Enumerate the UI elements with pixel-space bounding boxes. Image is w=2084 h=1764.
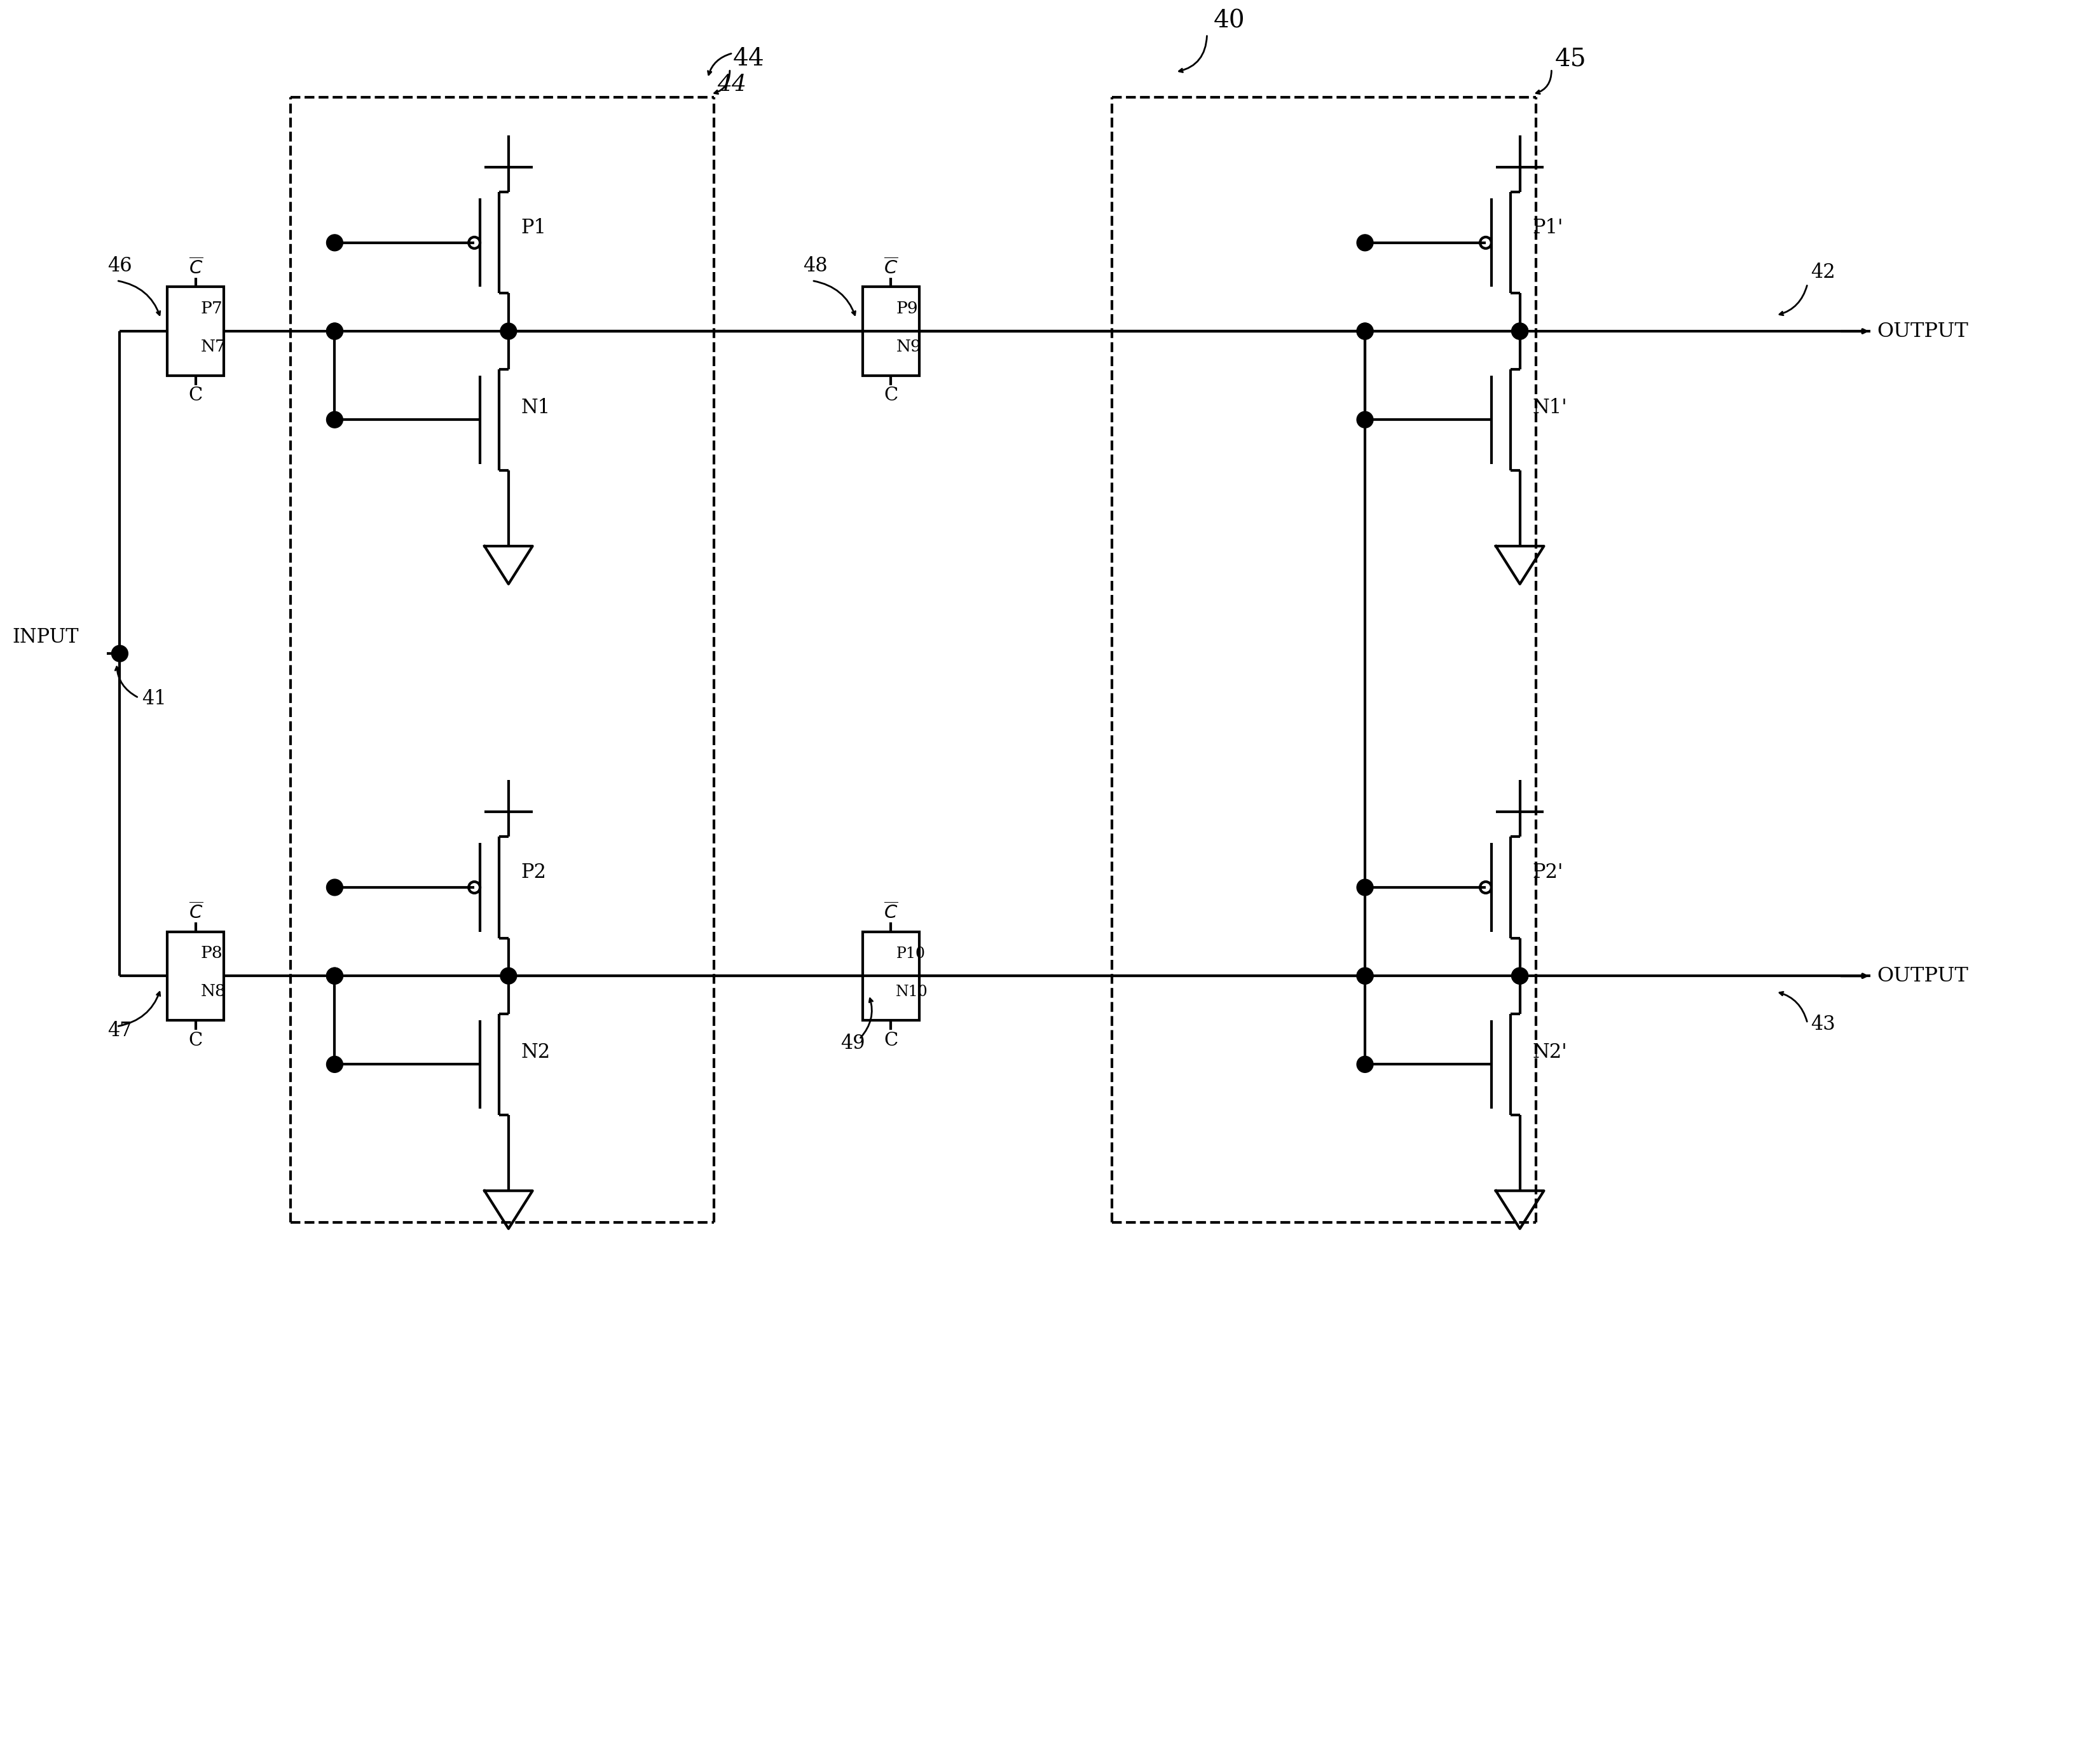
Text: C: C xyxy=(884,1032,898,1050)
Text: 44: 44 xyxy=(717,74,746,95)
Text: 48: 48 xyxy=(802,256,827,275)
Bar xyxy=(863,288,919,376)
Text: 45: 45 xyxy=(1555,48,1586,71)
Text: P2: P2 xyxy=(521,863,546,882)
Text: $\overline{C}$: $\overline{C}$ xyxy=(188,903,202,923)
Circle shape xyxy=(500,968,517,984)
Circle shape xyxy=(1357,411,1373,429)
Circle shape xyxy=(327,323,344,339)
Text: P7: P7 xyxy=(200,302,223,318)
Text: C: C xyxy=(884,386,898,404)
Text: 49: 49 xyxy=(840,1034,865,1053)
Text: N7: N7 xyxy=(200,339,225,355)
Circle shape xyxy=(1511,968,1528,984)
Text: P9: P9 xyxy=(896,302,917,318)
Circle shape xyxy=(113,646,127,662)
Text: N8: N8 xyxy=(200,983,225,998)
Circle shape xyxy=(1511,323,1528,339)
Circle shape xyxy=(327,1057,344,1073)
Circle shape xyxy=(327,411,344,429)
Text: $\overline{C}$: $\overline{C}$ xyxy=(884,903,898,923)
Circle shape xyxy=(327,323,344,339)
Circle shape xyxy=(1357,323,1373,339)
Text: 40: 40 xyxy=(1213,9,1244,34)
Text: N1': N1' xyxy=(1532,399,1567,418)
Bar xyxy=(167,931,225,1020)
Circle shape xyxy=(327,235,344,250)
Text: OUTPUT: OUTPUT xyxy=(1878,321,1969,340)
Circle shape xyxy=(500,323,517,339)
Text: 44: 44 xyxy=(734,48,765,71)
Text: OUTPUT: OUTPUT xyxy=(1878,967,1969,986)
Text: N10: N10 xyxy=(896,984,927,998)
Text: P10: P10 xyxy=(896,947,925,961)
Bar xyxy=(167,288,225,376)
Circle shape xyxy=(1511,968,1528,984)
Text: 46: 46 xyxy=(108,256,131,275)
Text: N2: N2 xyxy=(521,1043,550,1062)
Text: P1: P1 xyxy=(521,219,546,238)
Text: $\overline{C}$: $\overline{C}$ xyxy=(884,258,898,279)
Text: C: C xyxy=(188,1032,202,1050)
Text: N9: N9 xyxy=(896,339,921,355)
Text: N2': N2' xyxy=(1532,1043,1567,1062)
Circle shape xyxy=(1357,1057,1373,1073)
Text: P1': P1' xyxy=(1532,219,1563,238)
Circle shape xyxy=(1357,968,1373,984)
Circle shape xyxy=(1357,323,1373,339)
Text: INPUT: INPUT xyxy=(13,628,79,647)
Text: C: C xyxy=(188,386,202,404)
Text: P2': P2' xyxy=(1532,863,1563,882)
Text: 41: 41 xyxy=(142,690,167,709)
Circle shape xyxy=(1357,968,1373,984)
Circle shape xyxy=(1357,235,1373,250)
Text: P8: P8 xyxy=(200,946,223,961)
Text: $\overline{C}$: $\overline{C}$ xyxy=(188,258,202,279)
Circle shape xyxy=(1357,878,1373,896)
Text: 47: 47 xyxy=(108,1021,131,1041)
Circle shape xyxy=(327,968,344,984)
Circle shape xyxy=(327,968,344,984)
Text: 42: 42 xyxy=(1811,263,1836,282)
Text: N1: N1 xyxy=(521,399,550,418)
Circle shape xyxy=(327,878,344,896)
Circle shape xyxy=(1511,323,1528,339)
Text: 43: 43 xyxy=(1811,1014,1836,1034)
Bar xyxy=(863,931,919,1020)
